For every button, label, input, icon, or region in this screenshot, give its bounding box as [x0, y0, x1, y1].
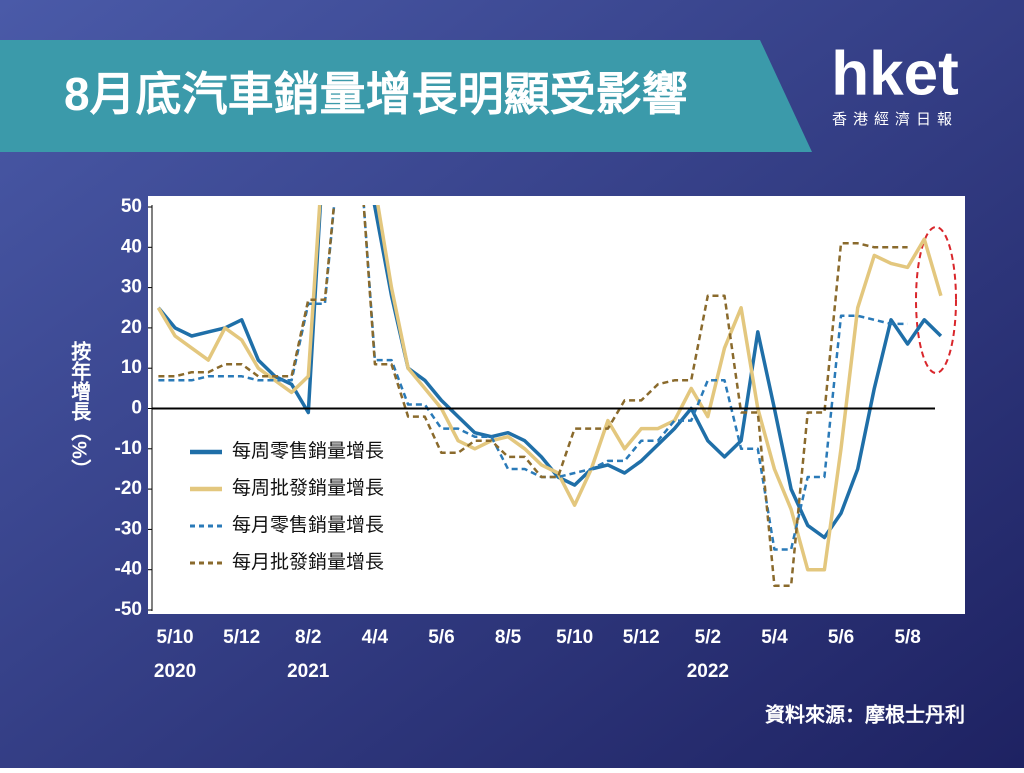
x-tick-label: 5/2	[695, 627, 721, 648]
legend-label: 每周零售銷量增長	[232, 440, 384, 462]
legend-label: 每月批發銷量增長	[232, 551, 384, 573]
highlight-ellipse	[915, 226, 957, 374]
y-tick-label: 50	[121, 196, 142, 217]
x-tick-label: 4/4	[362, 627, 389, 648]
title-banner	[0, 40, 812, 152]
x-tick-label: 5/6	[428, 627, 454, 648]
y-axis-label: 按年增長（%）	[68, 340, 91, 479]
logo: hket	[831, 39, 958, 108]
x-tick-label: 5/12	[223, 627, 260, 648]
y-tick-label: -50	[115, 599, 142, 620]
x-tick-label: 5/10	[157, 627, 194, 648]
title: 8月底汽車銷量增長明顯受影響	[64, 68, 688, 120]
x-tick-label: 5/12	[623, 627, 660, 648]
x-tick-label: 5/6	[828, 627, 854, 648]
y-tick-label: 10	[121, 357, 142, 378]
series-line	[158, 205, 908, 588]
plot-area	[156, 205, 943, 588]
y-tick-label: -10	[115, 438, 142, 459]
x-year-label: 2022	[687, 661, 729, 682]
y-tick-label: 30	[121, 277, 142, 298]
x-tick-label: 8/2	[295, 627, 321, 648]
x-tick-label: 5/8	[894, 627, 920, 648]
y-tick-label: -30	[115, 518, 142, 539]
series-line	[156, 205, 943, 572]
y-tick-label: 0	[131, 398, 142, 419]
y-tick-label: -20	[115, 478, 142, 499]
x-tick-label: 8/5	[495, 627, 522, 648]
series-line	[158, 205, 908, 551]
legend-label: 每月零售銷量增長	[232, 514, 384, 536]
x-year-label: 2020	[154, 661, 196, 682]
series-line	[157, 205, 943, 540]
x-year-label: 2021	[287, 661, 330, 682]
y-tick-label: 40	[121, 236, 142, 257]
y-tick-label: -40	[115, 559, 142, 580]
x-tick-label: 5/4	[761, 627, 788, 648]
y-tick-label: 20	[121, 317, 142, 338]
logo-subtitle: 香港經濟日報	[832, 111, 958, 128]
legend-label: 每周批發銷量增長	[232, 477, 384, 499]
x-tick-label: 5/10	[556, 627, 593, 648]
source: 資料來源：摩根士丹利	[765, 702, 965, 726]
